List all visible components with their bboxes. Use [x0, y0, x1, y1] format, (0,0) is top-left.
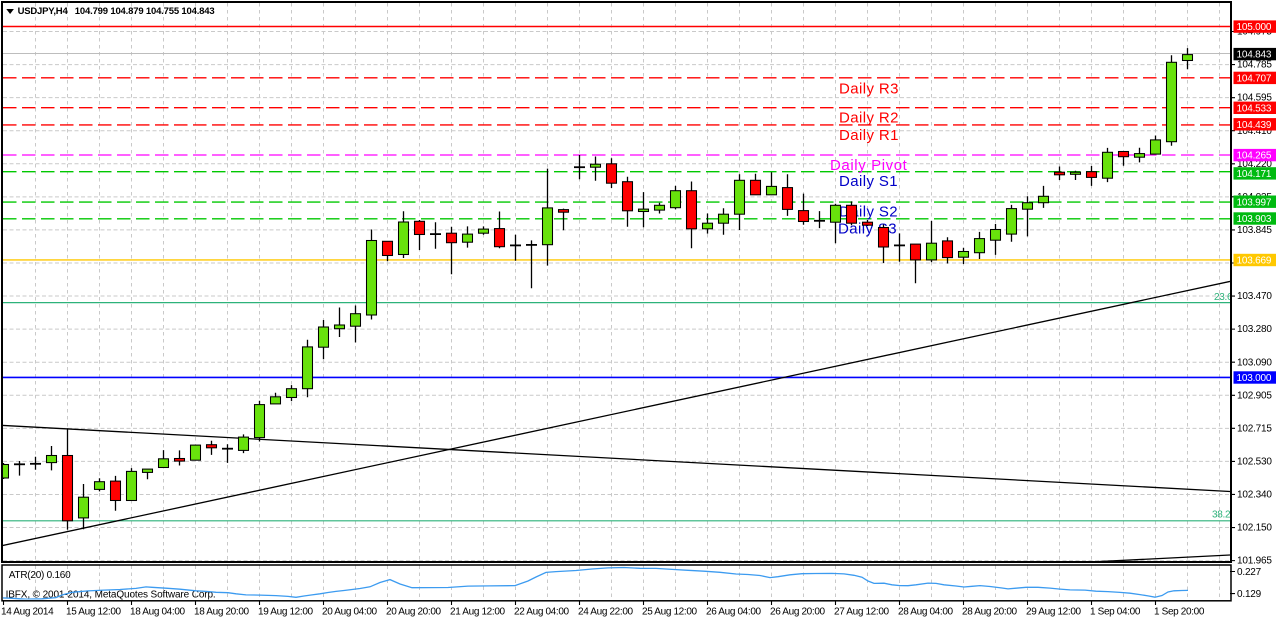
- svg-text:104.799 104.879 104.755 104.84: 104.799 104.879 104.755 104.843: [75, 6, 215, 17]
- svg-text:23.6: 23.6: [1214, 292, 1233, 303]
- svg-text:ATR(20) 0.160: ATR(20) 0.160: [9, 570, 71, 581]
- svg-text:103.280: 103.280: [1237, 324, 1272, 335]
- svg-text:103.000: 103.000: [1237, 373, 1272, 384]
- svg-text:IBFX, © 2001-2014, MetaQuotes: IBFX, © 2001-2014, MetaQuotes Software C…: [6, 590, 216, 601]
- svg-text:18 Aug 04:00: 18 Aug 04:00: [130, 607, 186, 618]
- svg-text:Daily R3: Daily R3: [839, 81, 899, 98]
- svg-text:102.530: 102.530: [1237, 457, 1272, 468]
- svg-text:Daily S1: Daily S1: [839, 173, 898, 190]
- svg-text:0.227: 0.227: [1237, 567, 1262, 578]
- svg-text:101.965: 101.965: [1237, 556, 1272, 567]
- svg-text:102.150: 102.150: [1237, 523, 1272, 534]
- svg-text:20 Aug 04:00: 20 Aug 04:00: [322, 607, 378, 618]
- svg-text:38.2: 38.2: [1212, 510, 1231, 521]
- svg-text:1 Sep 04:00: 1 Sep 04:00: [1090, 607, 1141, 618]
- svg-text:104.533: 104.533: [1237, 103, 1272, 114]
- svg-text:28 Aug 20:00: 28 Aug 20:00: [962, 607, 1018, 618]
- svg-text:29 Aug 12:00: 29 Aug 12:00: [1026, 607, 1082, 618]
- svg-text:Daily Pivot: Daily Pivot: [830, 157, 908, 174]
- svg-text:104.171: 104.171: [1237, 169, 1272, 180]
- svg-text:14 Aug 2014: 14 Aug 2014: [1, 607, 54, 618]
- svg-text:Daily R2: Daily R2: [839, 110, 899, 127]
- svg-text:26 Aug 20:00: 26 Aug 20:00: [770, 607, 826, 618]
- svg-text:102.340: 102.340: [1237, 490, 1272, 501]
- svg-text:104.785: 104.785: [1237, 60, 1272, 71]
- svg-text:103.090: 103.090: [1237, 357, 1272, 368]
- svg-text:104.843: 104.843: [1237, 50, 1272, 61]
- svg-text:18 Aug 20:00: 18 Aug 20:00: [194, 607, 250, 618]
- svg-text:103.470: 103.470: [1237, 291, 1272, 302]
- svg-text:103.845: 103.845: [1237, 225, 1272, 236]
- svg-text:104.707: 104.707: [1237, 74, 1272, 85]
- svg-text:1 Sep 20:00: 1 Sep 20:00: [1154, 607, 1205, 618]
- svg-text:Daily R1: Daily R1: [839, 127, 899, 144]
- svg-text:104.265: 104.265: [1237, 151, 1272, 162]
- svg-text:15 Aug 12:00: 15 Aug 12:00: [66, 607, 122, 618]
- svg-text:22 Aug 04:00: 22 Aug 04:00: [514, 607, 570, 618]
- svg-text:102.715: 102.715: [1237, 423, 1272, 434]
- svg-text:105.000: 105.000: [1237, 22, 1272, 33]
- svg-text:USDJPY,H4: USDJPY,H4: [18, 6, 69, 17]
- svg-text:28 Aug 04:00: 28 Aug 04:00: [898, 607, 954, 618]
- svg-text:26 Aug 04:00: 26 Aug 04:00: [706, 607, 762, 618]
- svg-text:20 Aug 20:00: 20 Aug 20:00: [386, 607, 442, 618]
- svg-text:104.439: 104.439: [1237, 120, 1272, 131]
- svg-text:25 Aug 12:00: 25 Aug 12:00: [642, 607, 698, 618]
- svg-text:0.129: 0.129: [1237, 589, 1262, 600]
- svg-text:19 Aug 12:00: 19 Aug 12:00: [258, 607, 314, 618]
- svg-text:103.669: 103.669: [1237, 256, 1272, 267]
- svg-text:104.220: 104.220: [1237, 159, 1272, 170]
- svg-text:24 Aug 22:00: 24 Aug 22:00: [578, 607, 634, 618]
- svg-text:103.903: 103.903: [1237, 214, 1272, 225]
- svg-text:104.410: 104.410: [1237, 126, 1272, 137]
- svg-text:104.595: 104.595: [1237, 93, 1272, 104]
- svg-text:103.997: 103.997: [1237, 197, 1272, 208]
- svg-text:27 Aug 12:00: 27 Aug 12:00: [834, 607, 890, 618]
- svg-text:21 Aug 12:00: 21 Aug 12:00: [450, 607, 506, 618]
- svg-text:102.905: 102.905: [1237, 390, 1272, 401]
